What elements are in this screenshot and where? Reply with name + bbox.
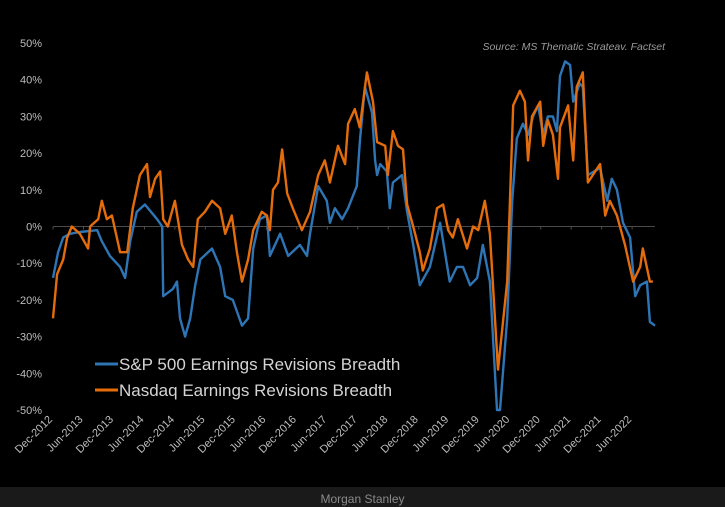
y-axis: 50% 40% 30% 20% 10% 0% -10% -20% -30% -40% -50% bbox=[16, 38, 42, 417]
legend-label-nasdaq: Nasdaq Earnings Revisions Breadth bbox=[119, 381, 392, 400]
legend-label-sp500: S&P 500 Earnings Revisions Breadth bbox=[119, 355, 400, 374]
series-lines bbox=[51, 60, 656, 412]
sp500-series-line bbox=[51, 60, 656, 412]
earnings-revisions-chart: 50% 40% 30% 20% 10% 0% -10% -20% -30% -40% -50% De… bbox=[13, 38, 667, 456]
y-tick-label: 0% bbox=[26, 222, 42, 234]
x-axis: Dec-2012Jun-2013Dec-2013Jun-2014Dec-2014… bbox=[13, 226, 634, 456]
nasdaq-series-line bbox=[51, 71, 653, 371]
y-tick-label: -40% bbox=[16, 368, 42, 380]
y-tick-label: -10% bbox=[16, 258, 42, 270]
footer-bar: Morgan Stanley bbox=[0, 487, 725, 507]
y-tick-label: -20% bbox=[16, 295, 42, 307]
y-tick-label: -50% bbox=[16, 405, 42, 417]
footer-brand: Morgan Stanley bbox=[320, 492, 405, 506]
y-tick-label: 10% bbox=[20, 185, 42, 197]
y-tick-label: 40% bbox=[20, 75, 42, 87]
y-tick-label: -30% bbox=[16, 332, 42, 344]
legend: S&P 500 Earnings Revisions Breadth Nasda… bbox=[95, 355, 400, 400]
y-tick-label: 30% bbox=[20, 111, 42, 123]
source-note: Source: MS Thematic Strateav. Factset bbox=[483, 41, 667, 53]
y-tick-label: 20% bbox=[20, 148, 42, 160]
y-tick-label: 50% bbox=[20, 38, 42, 50]
